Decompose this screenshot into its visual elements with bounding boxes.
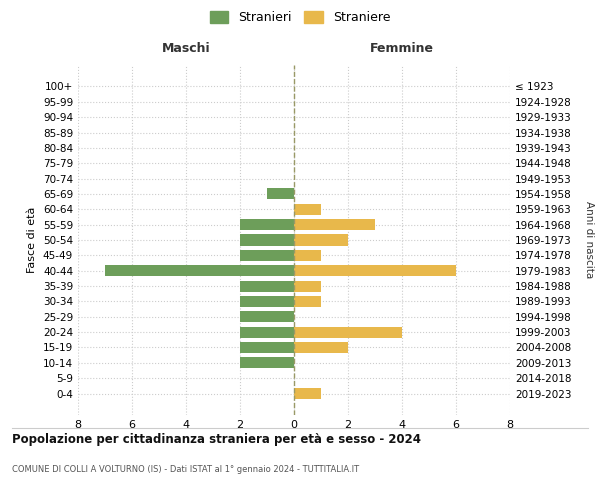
Bar [240,342,294,353]
Bar [294,219,375,230]
Bar [105,265,294,276]
Y-axis label: Fasce di età: Fasce di età [28,207,37,273]
Bar [240,219,294,230]
Bar [294,342,348,353]
Bar [294,388,321,399]
Bar [294,250,321,261]
Bar [240,234,294,246]
Bar [294,234,348,246]
Bar [240,358,294,368]
Bar [294,296,321,307]
Bar [240,280,294,291]
Text: Anni di nascita: Anni di nascita [584,202,594,278]
Bar [294,265,456,276]
Bar [267,188,294,200]
Bar [294,326,402,338]
Bar [294,280,321,291]
Legend: Stranieri, Straniere: Stranieri, Straniere [205,6,395,29]
Text: Popolazione per cittadinanza straniera per età e sesso - 2024: Popolazione per cittadinanza straniera p… [12,432,421,446]
Text: Femmine: Femmine [370,42,434,54]
Bar [240,312,294,322]
Bar [240,326,294,338]
Bar [294,204,321,215]
Bar [240,296,294,307]
Text: COMUNE DI COLLI A VOLTURNO (IS) - Dati ISTAT al 1° gennaio 2024 - TUTTITALIA.IT: COMUNE DI COLLI A VOLTURNO (IS) - Dati I… [12,466,359,474]
Text: Maschi: Maschi [161,42,211,54]
Bar [240,250,294,261]
